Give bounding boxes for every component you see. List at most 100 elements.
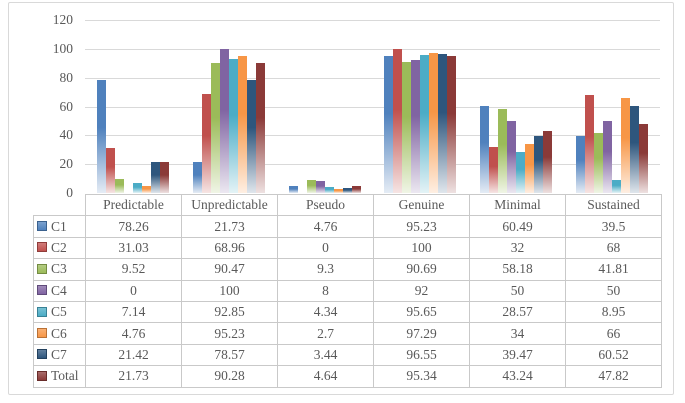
series-label: C7 [51, 346, 67, 362]
cell-total-sustained: 47.82 [565, 365, 662, 388]
table-header-row: Predictable Unpredictable Pseudo Genuine Min… [34, 193, 662, 217]
table-row-c6: C6 4.76 95.23 2.7 97.29 34 66 [33, 322, 662, 345]
cell-c3-genuine: 90.69 [373, 258, 470, 281]
cell-c1-genuine: 95.23 [373, 215, 470, 238]
row-header-c7: C7 [33, 343, 86, 367]
bar-c3-genuine [402, 62, 412, 193]
bar-cluster-minimal [468, 20, 564, 193]
bar-c7-sustained [630, 105, 640, 193]
cell-c5-unpredictable: 92.85 [181, 300, 278, 324]
bar-c2-unpredictable [201, 93, 211, 193]
bar-c4-pseudo [315, 181, 325, 193]
table-row-c5: C5 7.14 92.85 4.34 95.65 28.57 8.95 [33, 300, 662, 324]
row-header-c6: C6 [33, 322, 86, 345]
row-header-c1: C1 [33, 215, 86, 238]
y-axis-tick-label: 20 [59, 156, 74, 172]
column-header-pseudo: Pseudo [277, 193, 374, 217]
bar-c3-unpredictable [210, 62, 220, 193]
bar-c6-genuine [429, 52, 439, 193]
row-header-c2: C2 [33, 236, 86, 260]
legend-key-total [37, 370, 47, 381]
legend-key-c1 [37, 221, 47, 232]
cell-c1-predictable: 78.26 [85, 215, 182, 238]
gridline [85, 48, 660, 50]
cell-c6-genuine: 97.29 [373, 322, 470, 345]
column-header-sustained: Sustained [565, 193, 662, 217]
series-label: C5 [51, 304, 67, 320]
bar-c3-predictable [114, 179, 124, 193]
legend-key-c2 [37, 242, 47, 253]
bar-c1-predictable [96, 80, 106, 193]
y-axis: 120 100 80 60 40 20 0 [9, 12, 74, 200]
cell-c6-unpredictable: 95.23 [181, 322, 278, 345]
y-axis-tick-label: 0 [66, 185, 73, 200]
chart-frame[interactable]: 120 100 80 60 40 20 0 Predictable Unpredictable… [8, 2, 674, 395]
cell-c6-minimal: 34 [469, 322, 566, 345]
bar-c4-minimal [507, 120, 517, 193]
cell-c6-pseudo: 2.7 [277, 322, 374, 345]
row-header-c5: C5 [33, 300, 86, 324]
gridline [85, 77, 660, 79]
bar-c6-pseudo [333, 189, 343, 193]
cell-total-predictable: 21.73 [85, 365, 182, 388]
bar-c7-pseudo [342, 188, 352, 193]
bar-c5-unpredictable [228, 59, 238, 193]
bar-total-unpredictable [255, 62, 265, 193]
cell-c4-minimal: 50 [469, 279, 566, 302]
bar-cluster-sustained [564, 20, 660, 193]
bar-cluster-unpredictable [181, 20, 277, 193]
column-header-genuine: Genuine [373, 193, 470, 217]
bar-total-predictable [159, 161, 169, 193]
table-row-total: Total 21.73 90.28 4.64 95.34 43.24 47.82 [33, 365, 662, 388]
bar-c5-predictable [132, 182, 142, 193]
column-header-minimal: Minimal [469, 193, 566, 217]
bar-c1-pseudo [288, 186, 298, 193]
cell-c1-sustained: 39.5 [565, 215, 662, 238]
cell-c1-minimal: 60.49 [469, 215, 566, 238]
cell-c2-predictable: 31.03 [85, 236, 182, 260]
legend-key-c4 [37, 285, 47, 296]
bar-cluster-genuine [372, 20, 468, 193]
cell-total-minimal: 43.24 [469, 365, 566, 388]
cell-c2-unpredictable: 68.96 [181, 236, 278, 260]
bar-c6-minimal [525, 143, 535, 193]
cell-c2-genuine: 100 [373, 236, 470, 260]
bar-c2-minimal [489, 146, 499, 193]
bar-c6-sustained [621, 97, 631, 193]
bar-c2-genuine [393, 48, 403, 193]
legend-key-c6 [37, 328, 47, 339]
cell-c2-sustained: 68 [565, 236, 662, 260]
cell-c3-sustained: 41.81 [565, 258, 662, 281]
cell-c4-genuine: 92 [373, 279, 470, 302]
legend-key-c7 [37, 349, 47, 360]
bar-clusters [85, 20, 660, 193]
cell-c7-unpredictable: 78.57 [181, 343, 278, 367]
series-label: Total [51, 368, 79, 384]
bar-c6-predictable [141, 186, 151, 193]
series-label: C1 [51, 218, 67, 234]
cell-c6-sustained: 66 [565, 322, 662, 345]
cell-total-genuine: 95.34 [373, 365, 470, 388]
bar-c4-unpredictable [219, 48, 229, 193]
bar-c3-pseudo [306, 179, 316, 193]
cell-c3-unpredictable: 90.47 [181, 258, 278, 281]
bar-c5-pseudo [324, 186, 334, 193]
y-axis-tick-label: 60 [59, 98, 74, 114]
series-label: C3 [51, 261, 67, 277]
table-row-c1: C1 78.26 21.73 4.76 95.23 60.49 39.5 [33, 215, 662, 238]
cell-total-unpredictable: 90.28 [181, 365, 278, 388]
bar-c5-sustained [612, 180, 622, 193]
cell-total-pseudo: 4.64 [277, 365, 374, 388]
row-header-c4: C4 [33, 279, 86, 302]
cell-c4-unpredictable: 100 [181, 279, 278, 302]
series-label: C2 [51, 239, 67, 255]
table-corner-cell [34, 195, 86, 216]
row-header-c3: C3 [33, 258, 86, 281]
legend-key-c5 [37, 306, 47, 317]
bar-c7-unpredictable [246, 79, 256, 193]
bar-c4-sustained [603, 120, 613, 193]
bar-c5-genuine [420, 55, 430, 193]
bar-c7-predictable [150, 162, 160, 193]
gridline [85, 20, 660, 21]
